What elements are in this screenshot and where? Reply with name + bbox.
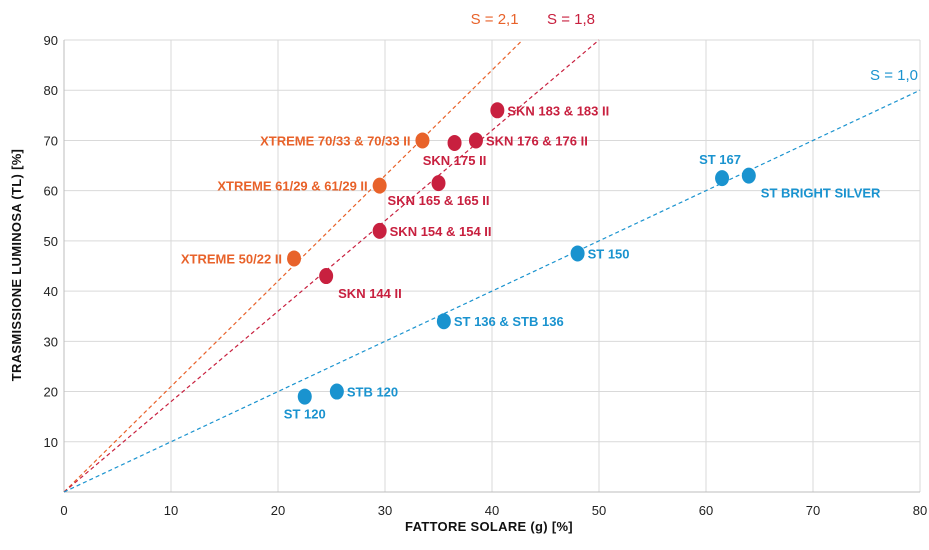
y-axis-title: TRASMISSIONE LUMINOSA (TL) [%] bbox=[9, 149, 24, 381]
reference-lines: S = 2,1 S = 1,8 S = 1,0 bbox=[63, 11, 921, 493]
data-point-label: ST BRIGHT SILVER bbox=[761, 186, 881, 201]
data-point-label: XTREME 70/33 & 70/33 II bbox=[260, 133, 410, 148]
data-point bbox=[490, 102, 505, 119]
data-point-label: STB 120 bbox=[347, 385, 398, 400]
y-tick-label: 90 bbox=[44, 33, 58, 48]
reference-line bbox=[63, 89, 921, 493]
reference-line-label: S = 1,0 bbox=[870, 67, 918, 84]
y-tick-label: 20 bbox=[44, 385, 58, 400]
x-tick-label: 60 bbox=[699, 503, 713, 518]
x-tick-label: 80 bbox=[913, 503, 927, 518]
y-tick-label: 30 bbox=[44, 334, 58, 349]
data-point bbox=[431, 175, 446, 192]
data-point-label: SKN 176 & 176 II bbox=[486, 133, 588, 148]
data-point bbox=[415, 132, 430, 149]
x-tick-label: 40 bbox=[485, 503, 499, 518]
y-tick-label: 60 bbox=[44, 184, 58, 199]
reference-line bbox=[63, 39, 523, 493]
y-tick-label: 10 bbox=[44, 435, 58, 450]
data-point bbox=[319, 268, 334, 285]
grid bbox=[63, 39, 921, 493]
data-point-label: ST 167 bbox=[699, 152, 741, 167]
x-tick-label: 70 bbox=[806, 503, 820, 518]
x-tick-label: 0 bbox=[60, 503, 67, 518]
data-point bbox=[436, 313, 451, 330]
data-point-label: SKN 165 & 165 II bbox=[388, 193, 490, 208]
reference-line-label: S = 2,1 bbox=[471, 11, 519, 28]
data-point-label: ST 150 bbox=[588, 246, 630, 261]
data-point bbox=[715, 170, 730, 187]
y-tick-label: 50 bbox=[44, 234, 58, 249]
data-point-label: SKN 175 II bbox=[423, 153, 487, 168]
data-point bbox=[329, 383, 344, 400]
data-point bbox=[741, 167, 756, 184]
data-point bbox=[287, 250, 302, 267]
y-tick-label: 70 bbox=[44, 133, 58, 148]
y-tick-label: 80 bbox=[44, 83, 58, 98]
reference-line-label: S = 1,8 bbox=[547, 11, 595, 28]
x-tick-label: 20 bbox=[271, 503, 285, 518]
data-point bbox=[297, 388, 312, 405]
reference-line bbox=[63, 39, 600, 493]
data-point bbox=[372, 222, 387, 239]
data-point-label: SKN 154 & 154 II bbox=[390, 224, 492, 239]
data-point-label: ST 120 bbox=[284, 407, 326, 422]
data-point bbox=[468, 132, 483, 149]
x-tick-label: 10 bbox=[164, 503, 178, 518]
x-tick-label: 30 bbox=[378, 503, 392, 518]
data-point bbox=[447, 134, 462, 151]
data-point-label: ST 136 & STB 136 bbox=[454, 314, 564, 329]
data-point-label: XTREME 50/22 II bbox=[181, 251, 282, 266]
x-tick-label: 50 bbox=[592, 503, 606, 518]
data-point-label: SKN 144 II bbox=[338, 286, 402, 301]
data-point bbox=[570, 245, 585, 262]
x-axis-title: FATTORE SOLARE (g) [%] bbox=[405, 519, 573, 534]
data-point bbox=[372, 177, 387, 194]
data-point-label: XTREME 61/29 & 61/29 II bbox=[217, 179, 367, 194]
data-point-label: SKN 183 & 183 II bbox=[507, 103, 609, 118]
tick-labels: 0 10 20 30 40 50 60 70 80 10 20 30 40 50 60 70 80 90 bbox=[44, 33, 928, 518]
y-tick-label: 40 bbox=[44, 284, 58, 299]
data-points: XTREME 70/33 & 70/33 II XTREME 61/29 & 61… bbox=[181, 102, 881, 422]
